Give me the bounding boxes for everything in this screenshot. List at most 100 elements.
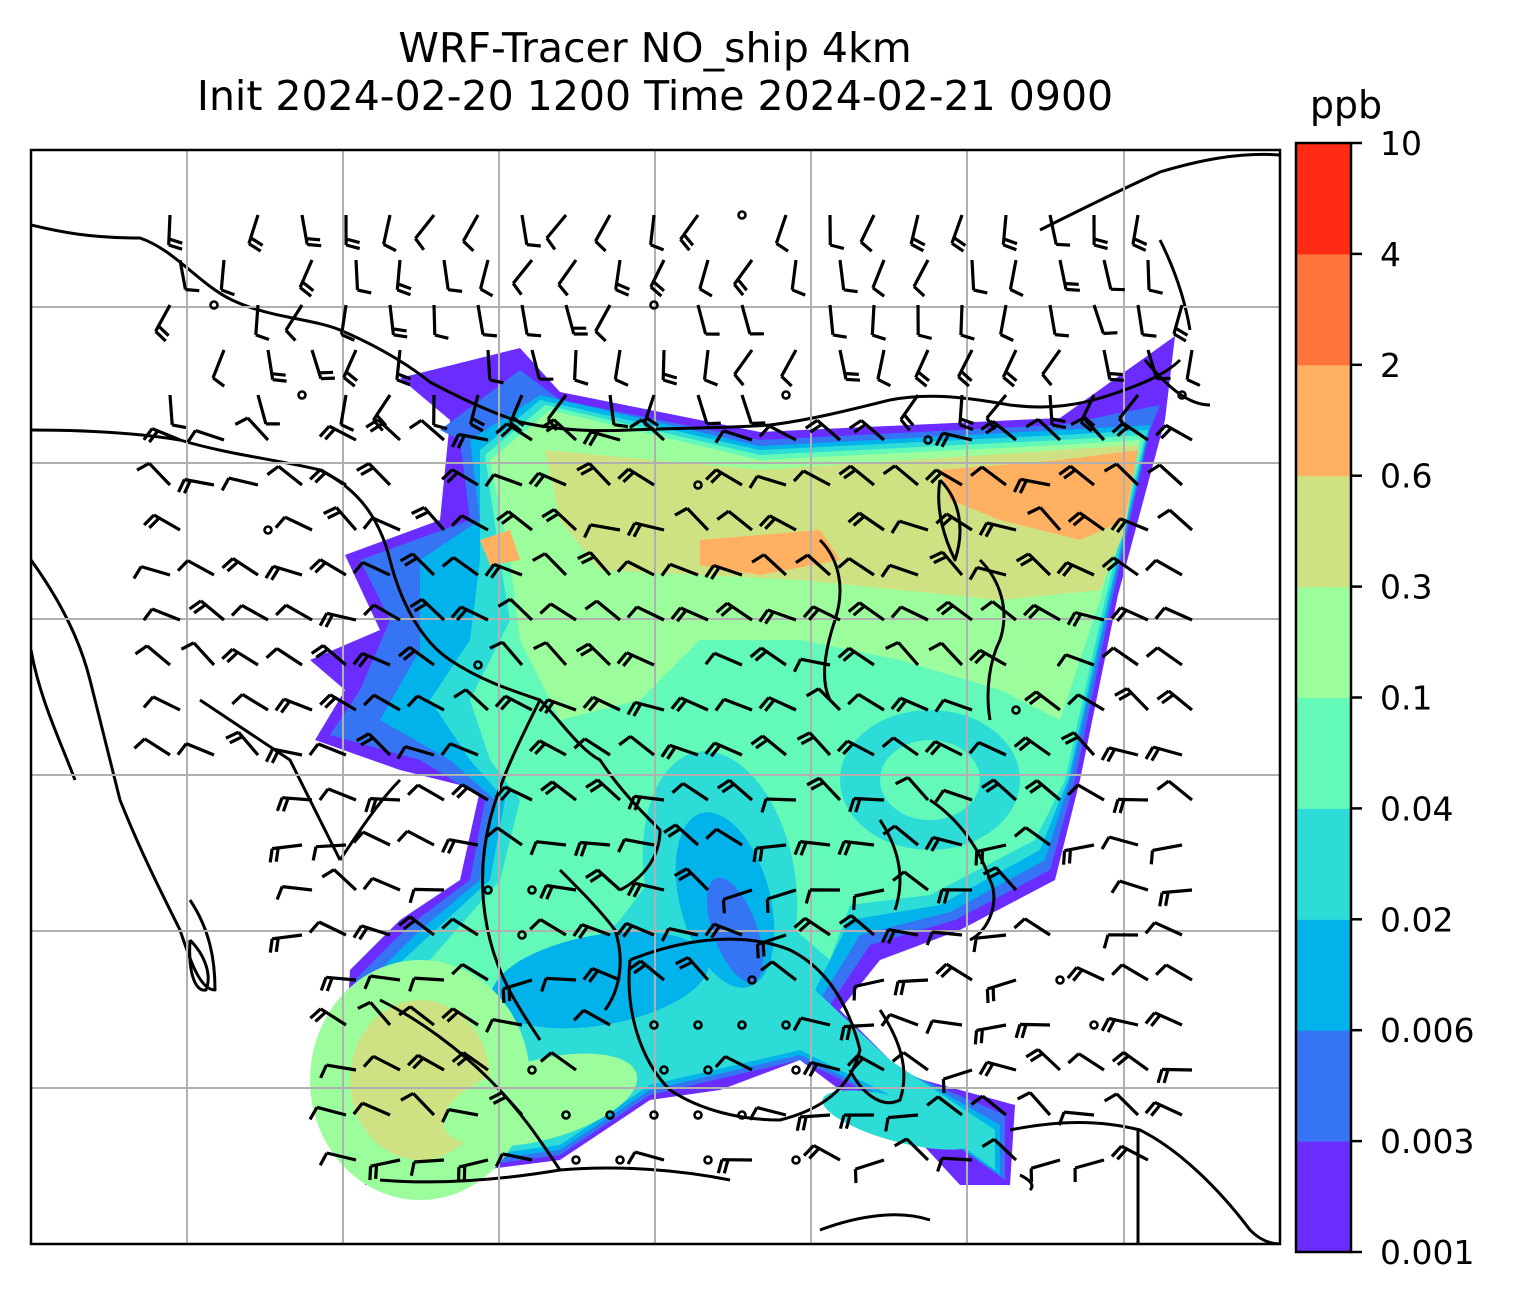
wind-barb — [1015, 552, 1052, 577]
wind-barb — [1172, 304, 1189, 343]
wind-barb — [532, 641, 568, 667]
wind-barb — [980, 600, 1017, 622]
wind-barb — [758, 514, 797, 532]
wind-barb — [231, 693, 269, 712]
wind-barb — [828, 214, 845, 251]
wind-barb — [880, 563, 919, 578]
wind-barb — [847, 511, 885, 532]
wind-barb — [354, 259, 372, 295]
wind-barb — [980, 419, 1018, 442]
coastline-sumatra — [379, 998, 562, 1171]
wind-barb — [340, 304, 356, 342]
calm-wind-circle — [209, 300, 219, 310]
calm-wind-circle — [263, 525, 273, 535]
colorbar-swatch — [1296, 697, 1351, 809]
wind-barb — [451, 783, 489, 802]
calm-wind-circle — [737, 1020, 747, 1030]
wind-barb — [539, 602, 577, 622]
wind-barb — [1156, 689, 1194, 712]
wind-barb — [749, 646, 787, 667]
map-frame — [29, 148, 1282, 1246]
wind-barb — [411, 505, 446, 532]
wind-barb — [1146, 259, 1163, 295]
wind-barb — [758, 424, 797, 442]
wind-barb — [364, 797, 401, 813]
wind-barb — [876, 349, 892, 388]
field-basin-celebes-inner — [880, 740, 980, 820]
wind-barb — [748, 1106, 787, 1121]
wind-barb — [1024, 690, 1061, 712]
wind-barb — [916, 304, 933, 341]
calm-wind-circle — [473, 660, 483, 670]
wind-barb — [310, 644, 348, 667]
wind-barb — [247, 214, 264, 253]
wind-barb — [256, 394, 280, 426]
wind-barb — [780, 349, 798, 388]
wind-barb — [733, 349, 754, 387]
wind-barb — [899, 394, 920, 432]
wind-barb — [356, 462, 392, 487]
wind-barb — [585, 778, 622, 802]
wind-barb — [309, 1007, 347, 1027]
wind-barb — [838, 914, 876, 937]
wind-barb — [298, 259, 315, 298]
wind-barb — [981, 778, 1018, 802]
map-area — [31, 150, 1280, 1244]
wind-barb — [339, 394, 355, 432]
wind-barb — [613, 349, 629, 387]
wind-barb — [142, 695, 181, 712]
coastline-indochina — [31, 428, 662, 892]
wind-barb — [362, 516, 401, 532]
wind-barb — [476, 304, 498, 338]
wind-barb — [968, 565, 1007, 581]
wind-barb — [1066, 965, 1105, 982]
wind-barb — [847, 601, 885, 622]
wind-barb — [408, 887, 445, 904]
wind-barb — [142, 427, 181, 444]
wind-barb — [1022, 603, 1061, 622]
wind-barb — [1027, 505, 1062, 532]
wind-barb — [926, 1095, 963, 1117]
field-java-band — [442, 1053, 638, 1147]
coastline-philippines-south — [878, 798, 996, 942]
wind-barb — [649, 214, 665, 252]
wind-barb — [1024, 779, 1062, 802]
wind-barb — [748, 474, 787, 489]
wind-barb — [982, 866, 1018, 892]
wind-barb — [186, 428, 225, 444]
wind-barb — [629, 418, 666, 442]
wind-barb — [912, 259, 930, 298]
colorbar-tick-label: 0.02 — [1380, 900, 1453, 939]
wind-barb — [616, 921, 655, 938]
wind-barb — [673, 867, 710, 892]
wind-barb — [1048, 304, 1070, 338]
wind-barb — [838, 1113, 875, 1130]
wind-barb — [660, 562, 699, 577]
wind-barb — [1062, 843, 1095, 865]
wind-barb — [133, 737, 171, 757]
wind-barb — [617, 467, 655, 487]
title-line-2: Init 2024-02-20 1200 Time 2024-02-21 090… — [196, 72, 1114, 120]
wind-barb — [914, 349, 931, 388]
wind-barb — [660, 927, 699, 942]
colorbar-tick-label: 0.001 — [1380, 1233, 1474, 1272]
wind-barb — [408, 418, 446, 442]
wind-barb — [488, 1091, 524, 1117]
wind-barb — [268, 933, 303, 953]
calm-wind-circle — [781, 1020, 791, 1030]
wind-barb — [508, 394, 525, 433]
calm-wind-circle — [703, 1155, 713, 1165]
wind-barb — [414, 214, 436, 251]
calm-wind-circle — [791, 1065, 801, 1075]
wind-barb — [614, 259, 631, 297]
wind-barb — [626, 881, 665, 898]
wind-barb — [626, 605, 665, 622]
wind-barb — [758, 696, 797, 712]
wind-barb — [1013, 917, 1051, 937]
calm-wind-circle — [483, 885, 493, 895]
wind-barb — [846, 1054, 885, 1072]
wind-barb — [1058, 259, 1081, 292]
map-title: WRF-Tracer NO_ship 4km Init 2024-02-20 1… — [30, 24, 1280, 120]
wind-barb — [721, 888, 753, 914]
wind-barb — [698, 259, 713, 298]
